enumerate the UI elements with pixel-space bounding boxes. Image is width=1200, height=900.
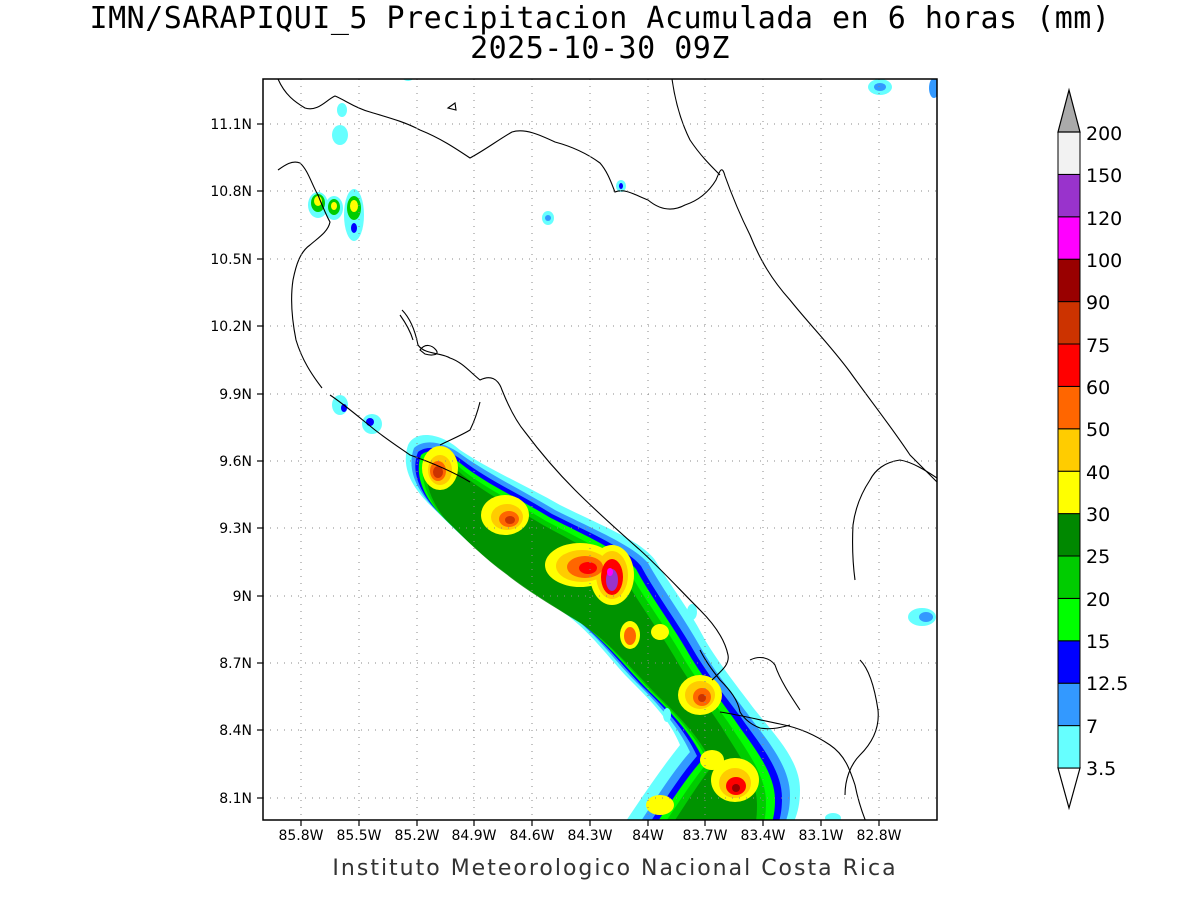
lat-tick-label: 10.5N [210,252,252,268]
lon-tick-label: 83.7W [682,828,727,844]
colorbar-max-arrow [1057,87,1081,133]
colorbar-cell [1057,682,1081,727]
lat-tick-label: 8.4N [219,723,252,739]
colorbar-cell [1057,216,1081,260]
colorbar-cell [1057,131,1081,175]
precipitation-field [308,79,937,820]
colorbar-cell [1057,301,1081,345]
colorbar-label: 60 [1086,377,1110,399]
lon-tick-label: 83.1W [798,828,843,844]
lon-tick-label: 85.2W [394,828,439,844]
lon-tick-label: 84W [632,828,664,844]
colorbar-label: 75 [1086,335,1110,357]
colorbar-cell [1057,513,1081,557]
colorbar-label: 100 [1086,250,1122,272]
colorbar-cell [1057,428,1081,472]
lon-tick-label: 85.8W [278,828,323,844]
coastlines [277,79,937,820]
colorbar-cell [1057,343,1081,387]
colorbar-label: 200 [1086,123,1122,145]
map-datetime: 2025-10-30 09Z [470,31,730,66]
lat-tick-label: 9N [233,589,252,605]
colorbar-label: 15 [1086,631,1110,653]
colorbar-cell [1057,470,1081,515]
lat-tick-label: 10.8N [210,184,252,200]
colorbar-label: 30 [1086,504,1110,526]
colorbar-min-arrow [1057,767,1081,811]
lon-tick-label: 84.9W [451,828,496,844]
colorbar-cell [1057,258,1081,303]
lat-tick-label: 9.3N [219,521,252,537]
colorbar-cell [1057,173,1081,218]
colorbar-cell [1057,555,1081,599]
lon-tick-label: 83.4W [740,828,785,844]
lon-tick-label: 82.8W [856,828,901,844]
colorbar-cell [1057,725,1081,769]
colorbar-label: 90 [1086,292,1110,314]
colorbar-label: 50 [1086,419,1110,441]
lat-tick-label: 8.1N [219,791,252,807]
footer-credit: Instituto Meteorologico Nacional Costa R… [332,856,898,881]
lat-tick-label: 9.9N [219,387,252,403]
colorbar-label: 120 [1086,208,1122,230]
colorbar-label: 25 [1086,546,1110,568]
colorbar-label: 20 [1086,589,1110,611]
colorbar-cell [1057,597,1081,642]
map-title: IMN/SARAPIQUI_5 Precipitacion Acumulada … [89,1,1111,36]
map-frame [262,78,938,821]
colorbar-cell [1057,385,1081,430]
colorbar-label: 3.5 [1086,758,1116,780]
colorbar-cell [1057,640,1081,684]
graticule [263,79,937,820]
axis-ticks [257,123,880,826]
colorbar-label: 12.5 [1086,673,1128,695]
lat-tick-label: 9.6N [219,454,252,470]
colorbar-label: 7 [1086,716,1098,738]
lon-tick-label: 84.3W [567,828,612,844]
lat-tick-label: 11.1N [210,117,252,133]
map-background [263,79,937,820]
lat-tick-label: 8.7N [219,656,252,672]
colorbar-label: 40 [1086,462,1110,484]
lon-tick-label: 84.6W [509,828,554,844]
colorbar: 3.5 7 12.5 15 20 25 30 40 50 60 75 90 10… [1057,87,1128,811]
lon-tick-label: 85.5W [336,828,381,844]
colorbar-label: 150 [1086,165,1122,187]
lat-tick-label: 10.2N [210,319,252,335]
